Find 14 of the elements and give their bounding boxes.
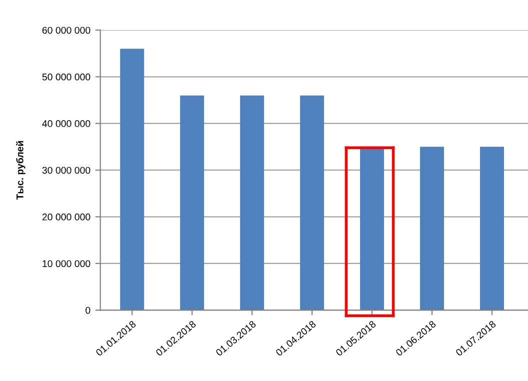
y-tick-label: 10 000 000 <box>42 260 90 268</box>
bar <box>180 95 204 310</box>
bar <box>240 95 264 310</box>
y-tick-label: 20 000 000 <box>42 214 90 220</box>
y-tick-label: 40 000 000 <box>42 120 90 128</box>
y-tick-label: 0 <box>86 306 90 314</box>
y-tick-label: 50 000 000 <box>42 74 90 80</box>
bar <box>420 146 444 310</box>
bar <box>120 48 144 310</box>
bar <box>300 95 324 310</box>
y-tick-label: 60 000 000 <box>42 26 90 34</box>
y-tick-label: 30 000 000 <box>42 166 90 174</box>
y-axis-title: Тыс. рублей <box>16 141 26 200</box>
bar <box>480 146 504 310</box>
